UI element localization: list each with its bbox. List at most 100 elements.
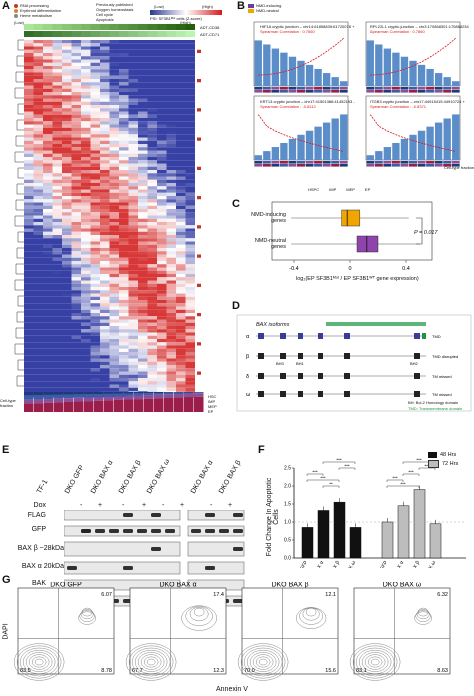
heatmap-cell xyxy=(147,69,157,73)
heatmap-cell xyxy=(185,170,195,174)
heatmap-cell xyxy=(176,40,186,44)
heatmap-cell xyxy=(185,196,195,200)
heatmap-cell xyxy=(90,257,100,261)
heatmap-cell xyxy=(24,329,34,333)
heatmap-cell xyxy=(100,238,110,242)
heatmap-cell xyxy=(62,43,72,47)
fraction-segment xyxy=(44,392,54,395)
heatmap-cell xyxy=(100,118,110,122)
heatmap-cell xyxy=(166,69,176,73)
heatmap-cell xyxy=(147,361,157,365)
bar xyxy=(322,122,331,160)
isoform-note: TM missed xyxy=(432,392,452,397)
heatmap-cell xyxy=(109,98,119,102)
heatmap-cell xyxy=(138,105,148,109)
heatmap-cell xyxy=(185,137,195,141)
heatmap-cell xyxy=(138,166,148,170)
heatmap-cell xyxy=(62,228,72,232)
category-label: DKO BAX ω xyxy=(418,560,437,568)
fraction-segment xyxy=(104,393,114,397)
heatmap-cell xyxy=(157,355,167,359)
heatmap-cell xyxy=(166,98,176,102)
significance-label: *** xyxy=(424,464,430,469)
heatmap-cell xyxy=(62,82,72,86)
heatmap-cell xyxy=(33,53,43,57)
heatmap-cell xyxy=(100,163,110,167)
heatmap-cell xyxy=(90,189,100,193)
heatmap-cell xyxy=(109,134,119,138)
heatmap-cell xyxy=(138,202,148,206)
heatmap-cell xyxy=(71,371,81,375)
exon xyxy=(414,373,420,379)
heatmap-cell xyxy=(24,225,34,229)
category-tick xyxy=(197,225,201,229)
heatmap-cell xyxy=(43,140,53,144)
heatmap-cell xyxy=(138,114,148,118)
heatmap-cell xyxy=(24,378,34,382)
heatmap-cell xyxy=(176,108,186,112)
heatmap-cell xyxy=(119,101,129,105)
heatmap-cell xyxy=(128,361,138,365)
heatmap-cell xyxy=(166,95,176,99)
heatmap-cell xyxy=(157,192,167,196)
flow-plot-frame xyxy=(353,587,451,675)
heatmap-cell xyxy=(185,244,195,248)
heatmap-cell xyxy=(176,88,186,92)
domain-label: BH1 xyxy=(296,361,305,366)
heatmap-cell xyxy=(52,235,62,239)
contour-ring xyxy=(28,654,50,670)
heatmap-cell xyxy=(147,378,157,382)
heatmap-cell xyxy=(119,144,129,148)
heatmap-cell xyxy=(185,105,195,109)
heatmap-cell xyxy=(185,199,195,203)
heatmap-cell xyxy=(157,296,167,300)
blot-row-label: BAK xyxy=(31,580,46,587)
heatmap-cell xyxy=(100,332,110,336)
heatmap-cell xyxy=(147,287,157,291)
heatmap-cell xyxy=(128,225,138,229)
contour-ring xyxy=(305,607,317,617)
heatmap-cell xyxy=(24,293,34,297)
heatmap-cell xyxy=(62,173,72,177)
heatmap-cell xyxy=(62,75,72,79)
heatmap-cell xyxy=(109,43,119,47)
heatmap-cell xyxy=(100,225,110,229)
heatmap-cell xyxy=(52,105,62,109)
bar xyxy=(271,48,280,86)
heatmap-cell xyxy=(166,56,176,60)
heatmap-cell xyxy=(52,248,62,252)
heatmap-cell xyxy=(147,290,157,294)
heatmap-cell xyxy=(24,88,34,92)
heatmap-cell xyxy=(138,290,148,294)
heatmap-cell xyxy=(52,140,62,144)
heatmap-cell xyxy=(147,163,157,167)
heatmap-cell xyxy=(176,287,186,291)
heatmap-cell xyxy=(52,306,62,310)
heatmap-cell xyxy=(185,118,195,122)
fraction-segment xyxy=(34,403,44,412)
heatmap-cell xyxy=(43,218,53,222)
heatmap-cell xyxy=(52,378,62,382)
diagram-frame xyxy=(236,314,472,412)
heatmap-cell xyxy=(119,111,129,115)
heatmap-cell xyxy=(24,361,34,365)
heatmap-cell xyxy=(166,140,176,144)
heatmap-cell xyxy=(128,134,138,138)
heatmap-cell xyxy=(24,111,34,115)
heatmap-cell xyxy=(90,339,100,343)
heatmap-cell xyxy=(90,92,100,96)
heatmap-cell xyxy=(176,293,186,297)
heatmap-cell xyxy=(81,257,91,261)
scale-title: PSI: SF3B1ᴹᵘᵗ cells (Z-score) xyxy=(150,16,202,21)
heatmap-cell xyxy=(138,287,148,291)
heatmap-cell xyxy=(100,283,110,287)
heatmap-cell xyxy=(33,319,43,323)
heatmap-cell xyxy=(185,248,195,252)
heatmap-cell xyxy=(138,179,148,183)
heatmap-cell xyxy=(176,183,186,187)
heatmap-cell xyxy=(157,101,167,105)
heatmap-cell xyxy=(109,176,119,180)
heatmap-cell xyxy=(147,231,157,235)
contour-ring xyxy=(34,658,44,666)
heatmap-cell xyxy=(52,173,62,177)
